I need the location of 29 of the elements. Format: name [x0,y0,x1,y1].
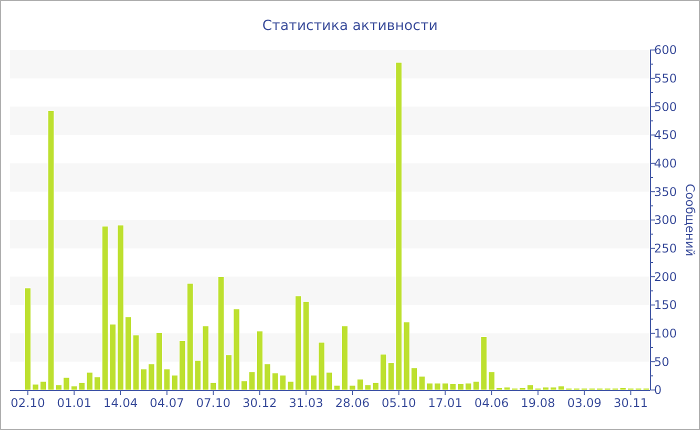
y-tick-label: 600 [654,43,677,58]
x-tick-label: 30.12 [242,396,277,410]
x-tick-label: 31.03 [288,396,324,410]
x-tick-label: 19.08 [520,396,556,410]
x-tick-label: 05.10 [382,396,416,410]
y-tick-label: 200 [654,270,677,284]
x-tick-label: 02.10 [10,396,45,410]
y-axis-title: Сообщений [683,184,697,256]
x-tick-label: 01.01 [56,396,92,410]
x-tick-label: 28.06 [335,396,370,410]
x-tick-label: 04.07 [150,396,184,410]
y-tick-label: 550 [654,72,677,86]
y-tick-label: 250 [654,242,677,256]
y-tick-label: 500 [654,100,677,114]
y-tick-label: 150 [654,298,677,312]
y-tick-label: 100 [654,326,677,341]
x-tick-label: 30.11 [614,396,648,410]
chart-title: Статистика активности [262,18,438,34]
x-tick-label: 07.10 [196,396,230,410]
y-tick-label: 350 [654,184,677,199]
y-tick-label: 50 [654,354,670,369]
x-tick-label: 14.04 [103,396,138,410]
x-tick-label: 04.06 [474,396,509,410]
y-tick-label: 450 [654,128,677,142]
x-tick-label: 17.01 [428,396,462,410]
x-tick-label: 03.09 [567,396,602,410]
y-tick-label: 400 [654,156,677,171]
y-tick-label: 0 [654,383,662,398]
y-tick-label: 300 [654,213,677,228]
